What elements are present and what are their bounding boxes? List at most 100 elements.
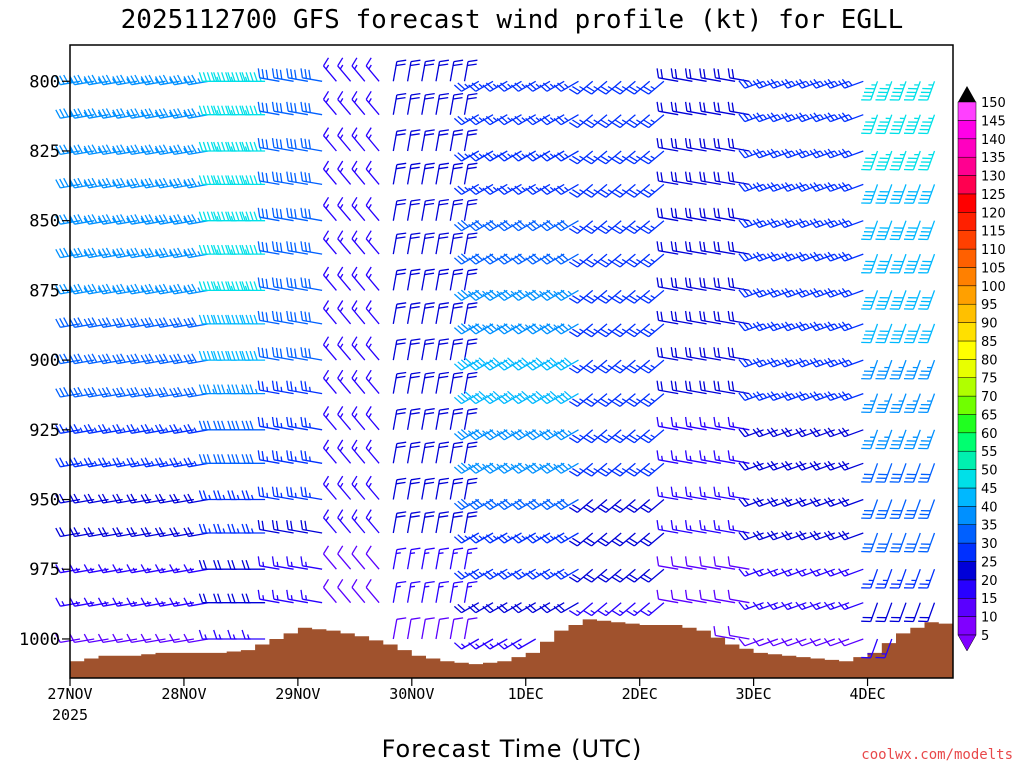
wind-barb (809, 251, 836, 262)
wind-barb (861, 150, 879, 171)
wind-barb (838, 182, 864, 192)
wind-barb (597, 114, 622, 129)
wind-barb (713, 68, 736, 82)
wind-barb (337, 545, 352, 570)
wind-barb (553, 498, 579, 511)
wind-barb (611, 220, 636, 235)
colorbar-bin (957, 285, 977, 305)
wind-barb (83, 386, 109, 398)
wind-barb (766, 251, 793, 262)
wind-barb (286, 101, 309, 116)
wind-barb (257, 101, 280, 116)
wind-barb (300, 486, 323, 501)
wind-barb (795, 357, 821, 368)
wind-barb (752, 568, 779, 577)
wind-barb (918, 568, 936, 589)
wind-barb (625, 429, 651, 444)
wind-barb (83, 144, 109, 156)
wind-barb (337, 300, 352, 325)
wind-barb (271, 241, 294, 255)
wind-barb (365, 160, 380, 185)
wind-barb (337, 369, 352, 395)
wind-barb (713, 380, 736, 395)
wind-barb (766, 357, 793, 368)
colorbar: 5 10 15 20 25 30 35 40 45 50 55 60 65 70 75 80 85 90 95 100… (957, 86, 1006, 652)
wind-barb (568, 359, 594, 374)
wind-barb (903, 81, 921, 101)
wind-barb (597, 359, 622, 374)
wind-barb (271, 380, 294, 395)
wind-barb (351, 545, 366, 570)
wind-barb (640, 568, 665, 583)
wind-barb (241, 454, 266, 464)
wind-barb (699, 520, 722, 534)
wind-barb (875, 532, 893, 553)
wind-barb (257, 68, 280, 82)
wind-barb (241, 350, 266, 361)
wind-barb (568, 462, 594, 477)
wind-barb (713, 171, 736, 186)
wind-barb (875, 323, 893, 344)
wind-barb (903, 359, 921, 380)
credit-link[interactable]: coolwx.com/modelts (861, 747, 1013, 763)
wind-barb (463, 580, 478, 603)
colorbar-bin (957, 156, 977, 176)
wind-barb (300, 207, 323, 222)
wind-barb (597, 568, 622, 583)
wind-barb (597, 289, 622, 304)
wind-barb (656, 68, 679, 82)
wind-barb (300, 101, 323, 116)
wind-barb (727, 310, 750, 325)
wind-barb (449, 580, 464, 603)
wind-barb (453, 357, 480, 371)
wind-barb (351, 336, 366, 361)
wind-barb (727, 589, 750, 604)
wind-barb (406, 580, 421, 603)
wind-barb (482, 638, 508, 650)
wind-barb (392, 547, 407, 570)
wind-barb (449, 408, 464, 430)
wind-barb (640, 429, 665, 444)
colorbar-bin (957, 193, 977, 213)
wind-barb (421, 232, 435, 255)
wind-barb (198, 105, 223, 116)
wind-barb (435, 268, 449, 291)
wind-barb (823, 391, 850, 402)
wind-barb (684, 101, 707, 116)
wind-barb (656, 589, 679, 604)
wind-barb (809, 427, 836, 438)
wind-barb (727, 450, 750, 464)
wind-barb (738, 357, 764, 368)
colorbar-bin (957, 579, 977, 599)
wind-barb (838, 530, 864, 541)
wind-barb (453, 638, 480, 650)
wind-barb (435, 198, 449, 221)
wind-barb (597, 602, 622, 617)
wind-barb (435, 547, 449, 570)
wind-barb (838, 460, 864, 471)
wind-barb (300, 520, 323, 534)
wind-barb (684, 138, 707, 152)
wind-barb (257, 207, 280, 222)
wind-barb (583, 253, 608, 268)
wind-barb (421, 302, 435, 325)
wind-barb (838, 427, 864, 438)
wind-barb (597, 323, 622, 338)
wind-barb (257, 138, 280, 152)
wind-barb (889, 81, 907, 101)
wind-barb (875, 290, 893, 310)
wind-barb (875, 393, 893, 414)
wind-barb (809, 568, 836, 577)
colorbar-tick-label: 35 (981, 519, 998, 534)
colorbar-bin (957, 616, 977, 636)
wind-barb (406, 441, 421, 464)
wind-barb (392, 408, 407, 430)
colorbar-bin (957, 267, 977, 287)
wind-barb (713, 626, 736, 640)
wind-barb (611, 323, 636, 338)
wind-barb (903, 429, 921, 450)
colorbar-bin (957, 395, 977, 415)
wind-barb (322, 475, 337, 500)
wind-barb (861, 532, 879, 553)
